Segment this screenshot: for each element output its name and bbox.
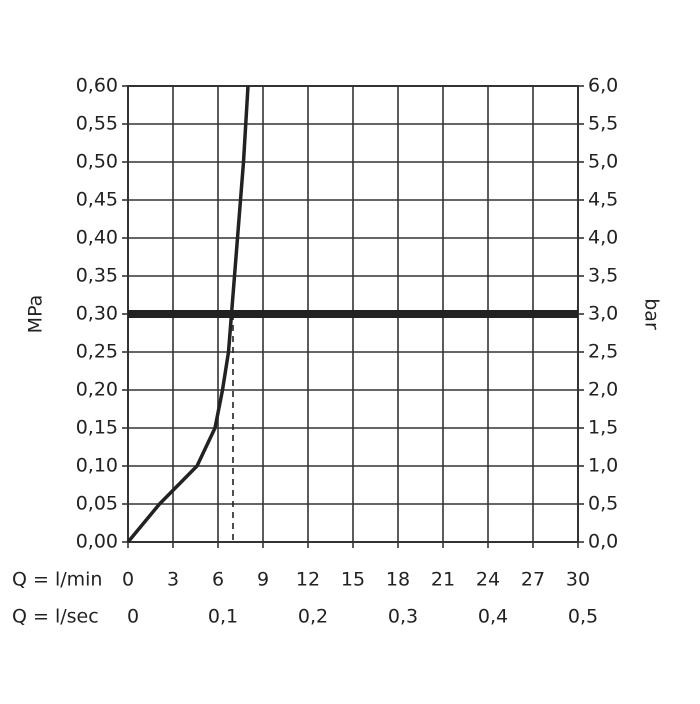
y-tick-label: 0,10 (76, 455, 118, 477)
x-tick-label: 27 (521, 569, 545, 591)
y2-tick-label: 4,0 (588, 227, 618, 249)
y2-tick-label: 3,5 (588, 265, 618, 287)
x-tick-label: 18 (386, 569, 410, 591)
y2-tick-label: 2,5 (588, 341, 618, 363)
y-tick-label: 0,25 (76, 341, 118, 363)
y-tick-label: 0,30 (76, 303, 118, 325)
y2-tick-label: 0,0 (588, 531, 618, 553)
x2-tick-label: 0,4 (478, 606, 508, 628)
x-tick-label: 6 (212, 569, 224, 591)
x-tick-label: 12 (296, 569, 320, 591)
y2-axis-label: bar (641, 298, 663, 330)
y2-tick-label: 5,0 (588, 151, 618, 173)
y-tick-label: 0,50 (76, 151, 118, 173)
y2-tick-label: 5,5 (588, 113, 618, 135)
y2-tick-label: 6,0 (588, 75, 618, 97)
x-tick-label: 24 (476, 569, 500, 591)
y2-tick-label: 3,0 (588, 303, 618, 325)
y2-tick-label: 1,0 (588, 455, 618, 477)
x2-tick-label: 0,2 (298, 606, 328, 628)
y2-tick-label: 1,5 (588, 417, 618, 439)
x2-tick-label: 0,5 (568, 606, 598, 628)
y-tick-label: 0,55 (76, 113, 118, 135)
x2-axis-label: Q = l/sec (12, 606, 99, 628)
x2-tick-label: 0,3 (388, 606, 418, 628)
x-tick-label: 15 (341, 569, 365, 591)
x-tick-label: 3 (167, 569, 179, 591)
y-axis-label: MPa (25, 295, 47, 334)
y-tick-label: 0,05 (76, 493, 118, 515)
x-tick-label: 0 (122, 569, 134, 591)
y-tick-label: 0,00 (76, 531, 118, 553)
x2-tick-label: 0 (127, 606, 139, 628)
y2-tick-label: 0,5 (588, 493, 618, 515)
x2-tick-label: 0,1 (208, 606, 238, 628)
y2-tick-label: 4,5 (588, 189, 618, 211)
x-tick-label: 30 (566, 569, 590, 591)
y2-tick-label: 2,0 (588, 379, 618, 401)
y-tick-label: 0,60 (76, 75, 118, 97)
y-tick-label: 0,35 (76, 265, 118, 287)
curve (126, 85, 250, 544)
y-tick-label: 0,15 (76, 417, 118, 439)
y-tick-label: 0,40 (76, 227, 118, 249)
x-axis-label: Q = l/min (12, 569, 102, 591)
y-tick-label: 0,45 (76, 189, 118, 211)
x-tick-label: 21 (431, 569, 455, 591)
y-tick-label: 0,20 (76, 379, 118, 401)
x-tick-label: 9 (257, 569, 269, 591)
